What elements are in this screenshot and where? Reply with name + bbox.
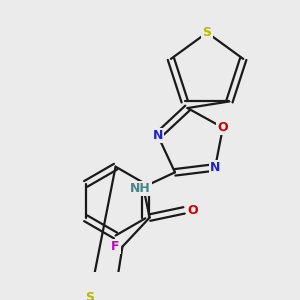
- Text: S: S: [202, 26, 211, 39]
- Text: N: N: [153, 129, 163, 142]
- Text: O: O: [218, 121, 228, 134]
- Text: NH: NH: [130, 182, 151, 195]
- Text: S: S: [85, 291, 94, 300]
- Text: N: N: [210, 161, 220, 174]
- Text: O: O: [188, 204, 198, 217]
- Text: F: F: [111, 240, 120, 253]
